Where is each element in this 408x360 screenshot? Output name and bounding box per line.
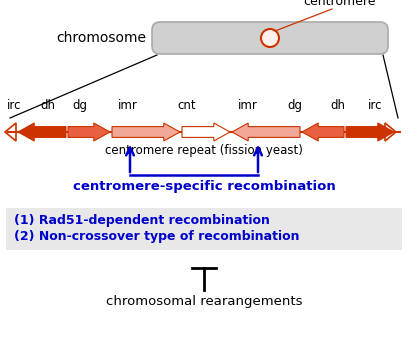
FancyBboxPatch shape — [6, 208, 402, 250]
Text: chromosome: chromosome — [56, 31, 146, 45]
Text: imr: imr — [118, 99, 138, 112]
Text: centromere: centromere — [304, 0, 376, 8]
Text: irc: irc — [368, 99, 382, 112]
Circle shape — [261, 29, 279, 47]
Polygon shape — [182, 123, 230, 141]
FancyBboxPatch shape — [152, 22, 388, 54]
Polygon shape — [112, 123, 180, 141]
Text: (2) Non-crossover type of recombination: (2) Non-crossover type of recombination — [14, 230, 299, 243]
Text: chromosomal rearangements: chromosomal rearangements — [106, 295, 302, 308]
Text: centromere-specific recombination: centromere-specific recombination — [73, 180, 335, 193]
Text: irc: irc — [7, 99, 21, 112]
Polygon shape — [18, 123, 66, 141]
Text: imr: imr — [238, 99, 258, 112]
Text: (1) Rad51-dependent recombination: (1) Rad51-dependent recombination — [14, 214, 270, 227]
Text: dh: dh — [330, 99, 346, 112]
Text: dh: dh — [40, 99, 55, 112]
Polygon shape — [302, 123, 344, 141]
Polygon shape — [232, 123, 300, 141]
Text: dg: dg — [73, 99, 87, 112]
Text: cnt: cnt — [178, 99, 196, 112]
Text: centromere repeat (fission yeast): centromere repeat (fission yeast) — [105, 144, 303, 157]
Text: dg: dg — [288, 99, 302, 112]
Polygon shape — [68, 123, 110, 141]
Polygon shape — [346, 123, 394, 141]
